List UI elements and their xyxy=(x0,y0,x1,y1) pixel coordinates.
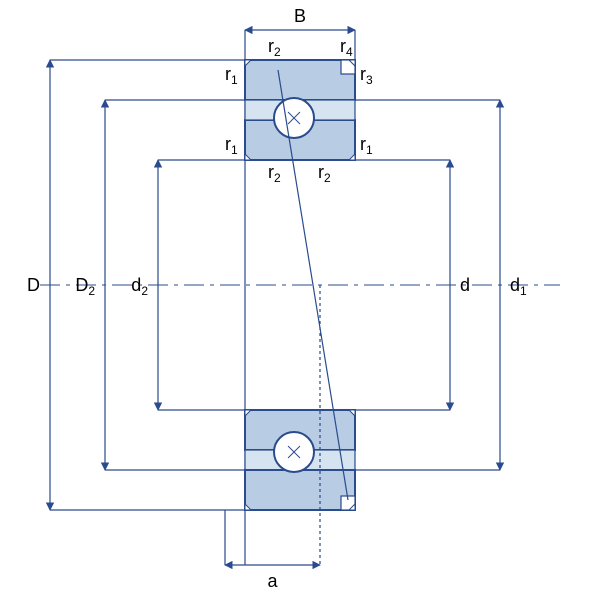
radius-label: r1 xyxy=(360,134,373,157)
radius-label: r4 xyxy=(340,36,353,59)
radius-label: r1 xyxy=(225,134,238,157)
dim-label-a: a xyxy=(267,571,278,591)
bearing-cross-section-diagram: D D2 d2 d d1 Ba r2 r4 r1 r3 r1 r1 r2 r2 xyxy=(0,0,600,600)
radius-label: r3 xyxy=(360,64,373,87)
radius-label: r2 xyxy=(318,162,331,185)
radius-label: r2 xyxy=(268,36,281,59)
upper-outer-ring xyxy=(245,60,355,100)
radius-label: r2 xyxy=(268,162,281,185)
dim-label: d1 xyxy=(510,275,527,298)
dim-label: B xyxy=(294,6,306,26)
dim-label: d xyxy=(460,275,470,295)
dim-label: d2 xyxy=(131,275,148,298)
dim-label: D2 xyxy=(75,275,95,298)
lower-outer-ring xyxy=(245,470,355,510)
dim-label: D xyxy=(27,275,40,295)
radius-label: r1 xyxy=(225,64,238,87)
